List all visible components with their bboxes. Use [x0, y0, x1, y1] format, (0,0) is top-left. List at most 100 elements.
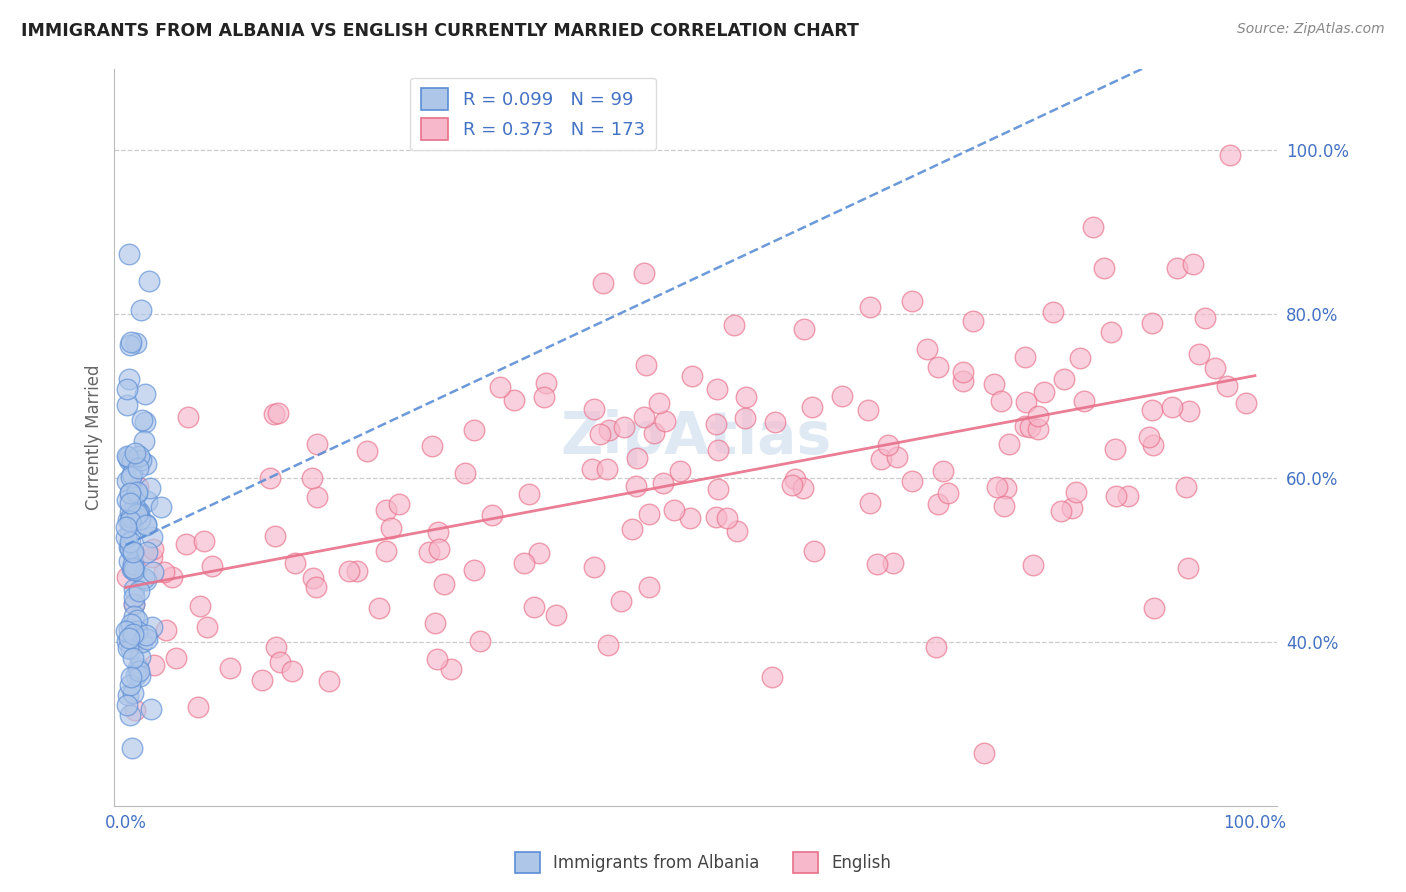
Point: [114, 520, 136, 534]
Point: [195, 620, 218, 634]
Point: [138, 481, 160, 495]
Point: [125, 486, 148, 500]
Point: [128, 664, 150, 678]
Point: [174, 537, 197, 551]
Point: [301, 471, 323, 485]
Point: [1166, 261, 1188, 276]
Point: [440, 662, 463, 676]
Point: [129, 303, 152, 318]
Point: [782, 478, 804, 492]
Point: [129, 453, 152, 467]
Point: [634, 358, 657, 372]
Point: [901, 474, 924, 488]
Point: [1060, 501, 1083, 516]
Point: [219, 660, 242, 674]
Point: [120, 486, 142, 500]
Point: [1236, 396, 1258, 410]
Point: [124, 582, 146, 596]
Point: [1216, 379, 1239, 393]
Point: [127, 460, 149, 475]
Point: [725, 524, 748, 538]
Point: [124, 509, 146, 524]
Point: [704, 417, 727, 432]
Point: [706, 382, 728, 396]
Point: [1177, 560, 1199, 574]
Point: [583, 560, 606, 574]
Point: [681, 368, 703, 383]
Point: [118, 535, 141, 549]
Point: [141, 620, 163, 634]
Point: [337, 564, 360, 578]
Point: [122, 558, 145, 572]
Point: [1053, 372, 1076, 386]
Point: [592, 276, 614, 290]
Point: [115, 449, 138, 463]
Point: [124, 563, 146, 577]
Point: [1018, 420, 1040, 434]
Point: [427, 525, 450, 540]
Point: [115, 475, 138, 489]
Point: [995, 481, 1018, 495]
Point: [425, 615, 447, 630]
Point: [669, 464, 692, 478]
Point: [117, 688, 139, 702]
Point: [513, 556, 536, 570]
Point: [259, 471, 281, 485]
Point: [127, 506, 149, 520]
Point: [523, 600, 546, 615]
Point: [792, 481, 814, 495]
Point: [136, 493, 159, 508]
Point: [643, 426, 665, 441]
Point: [125, 613, 148, 627]
Point: [301, 571, 323, 585]
Point: [135, 545, 157, 559]
Point: [761, 671, 783, 685]
Point: [117, 398, 139, 412]
Point: [134, 387, 156, 401]
Point: [1083, 219, 1105, 234]
Point: [679, 510, 702, 524]
Point: [118, 452, 141, 467]
Point: [583, 401, 606, 416]
Point: [115, 698, 138, 713]
Point: [152, 565, 174, 579]
Point: [952, 374, 974, 388]
Point: [121, 562, 143, 576]
Point: [470, 633, 492, 648]
Point: [125, 485, 148, 500]
Point: [120, 334, 142, 349]
Point: [427, 541, 450, 556]
Point: [201, 558, 224, 573]
Point: [193, 533, 215, 548]
Point: [1142, 438, 1164, 452]
Point: [1014, 419, 1036, 434]
Point: [831, 388, 853, 402]
Point: [128, 505, 150, 519]
Point: [983, 377, 1005, 392]
Point: [1194, 310, 1216, 325]
Point: [1204, 360, 1226, 375]
Point: [1143, 601, 1166, 615]
Point: [870, 451, 893, 466]
Point: [1026, 409, 1049, 423]
Point: [859, 496, 882, 510]
Point: [129, 650, 152, 665]
Point: [318, 673, 340, 688]
Point: [118, 622, 141, 636]
Point: [1014, 394, 1036, 409]
Point: [664, 503, 686, 517]
Point: [1181, 257, 1204, 271]
Point: [1105, 489, 1128, 503]
Point: [973, 747, 995, 761]
Point: [990, 394, 1012, 409]
Y-axis label: Currently Married: Currently Married: [86, 365, 103, 510]
Point: [117, 513, 139, 527]
Point: [858, 300, 880, 314]
Point: [122, 598, 145, 612]
Point: [463, 563, 485, 577]
Point: [793, 322, 815, 336]
Point: [626, 479, 648, 493]
Point: [581, 462, 603, 476]
Point: [865, 557, 887, 571]
Point: [118, 540, 141, 554]
